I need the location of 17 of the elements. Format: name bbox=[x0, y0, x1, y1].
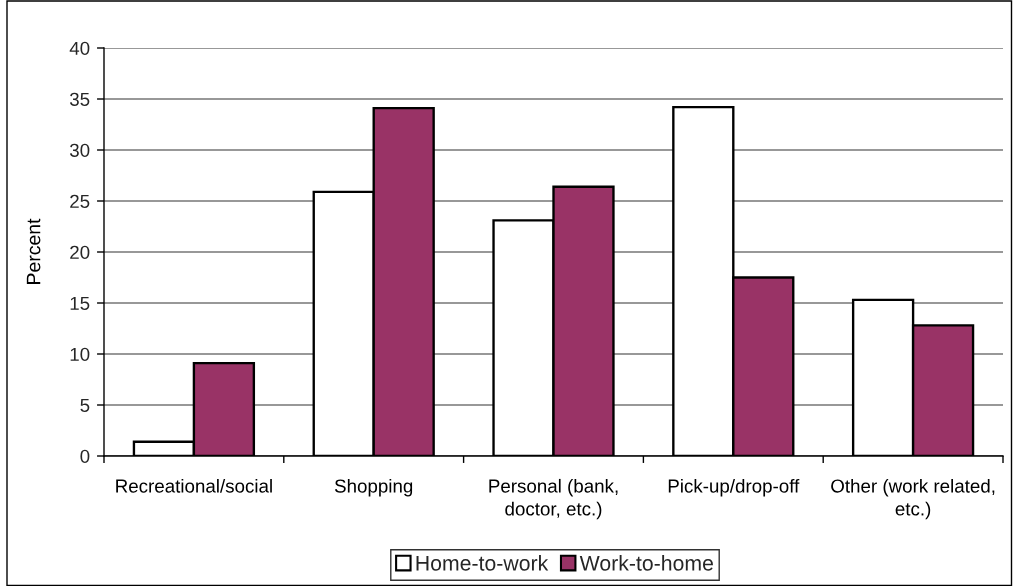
x-tick-label: Recreational/social bbox=[116, 478, 272, 493]
legend-label: Home-to-work bbox=[416, 555, 549, 571]
y-tick-label: 20 bbox=[70, 245, 90, 259]
x-tick-label: Pick-up/drop-off bbox=[668, 478, 800, 497]
x-tick-label: Other (work related, etc.) bbox=[831, 478, 995, 520]
y-tick-label: 25 bbox=[70, 194, 90, 208]
y-tick-label: 10 bbox=[70, 347, 90, 361]
y-tick-label: 30 bbox=[69, 143, 90, 157]
x-tick-label: Shopping bbox=[334, 478, 413, 497]
legend-label: Work-to-home bbox=[579, 555, 713, 571]
y-axis-title: Percent bbox=[26, 218, 41, 284]
y-tick-label: 35 bbox=[69, 92, 90, 106]
x-tick-label: Personal (bank, doctor, etc.) bbox=[489, 478, 618, 520]
y-tick-label: 40 bbox=[69, 41, 90, 55]
y-tick-label: 0 bbox=[80, 449, 90, 463]
y-tick-label: 5 bbox=[80, 398, 90, 412]
y-tick-label: 15 bbox=[70, 296, 90, 310]
